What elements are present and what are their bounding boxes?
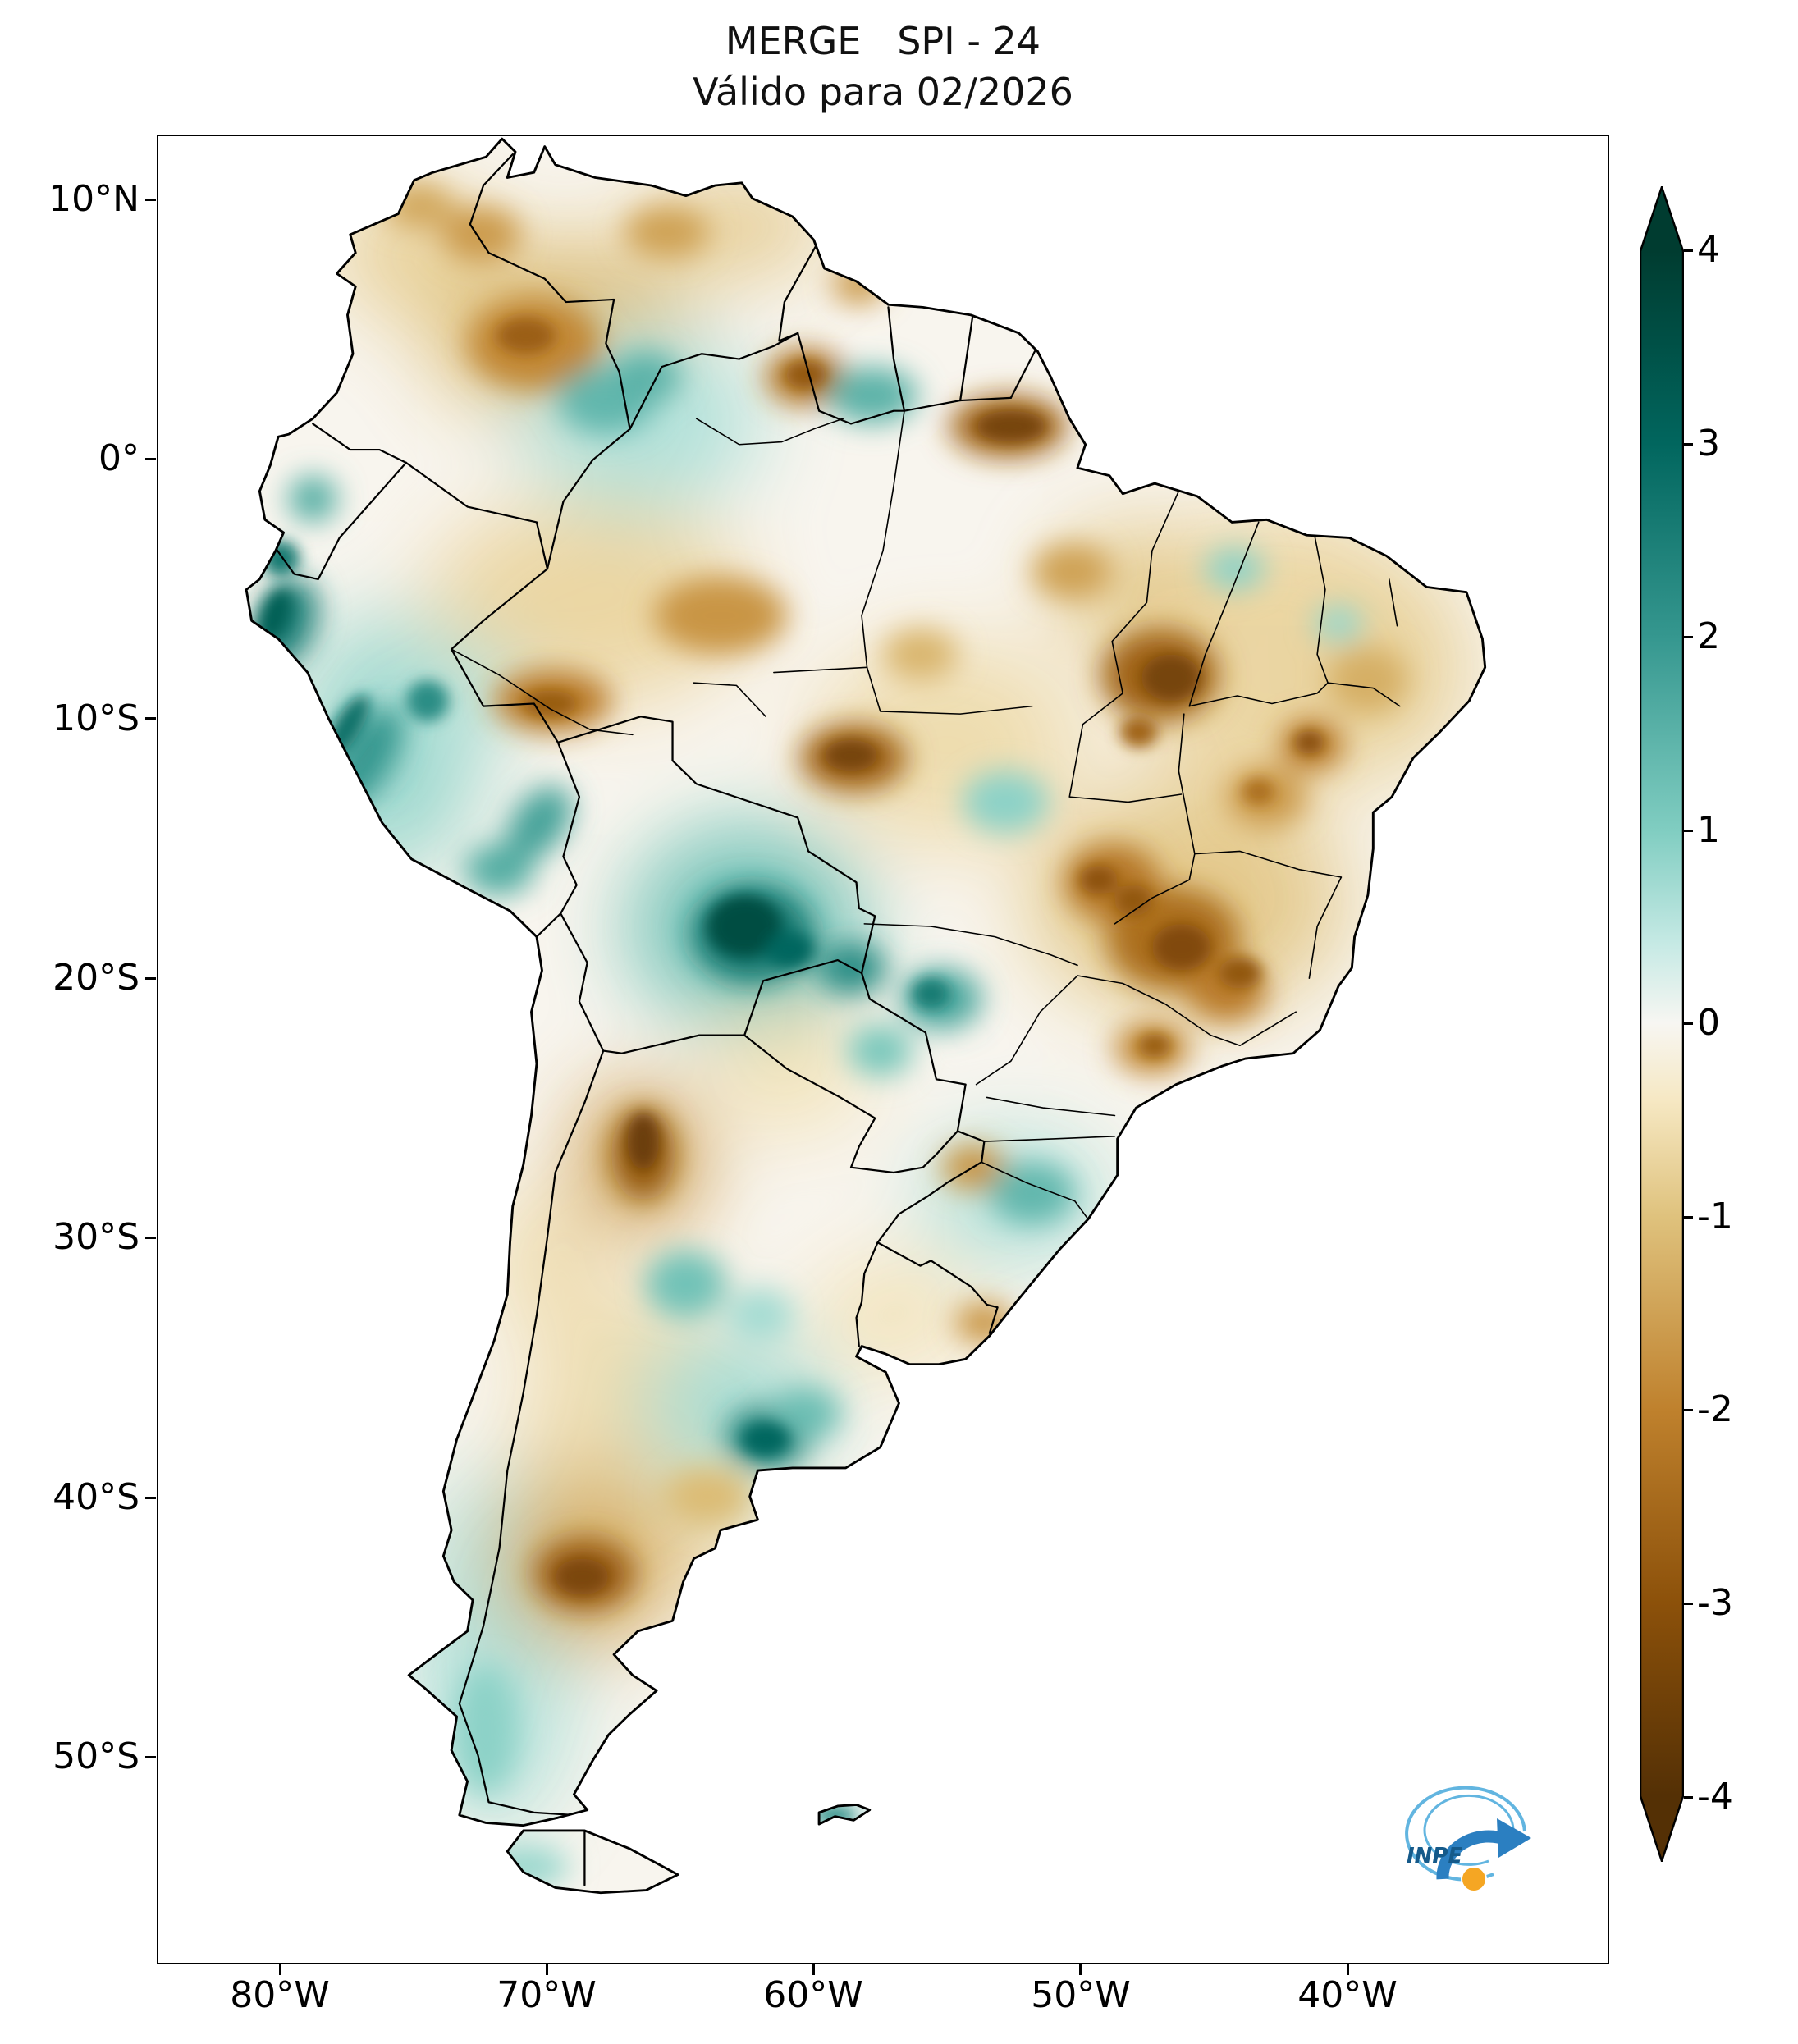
inpe-globe [1461, 1866, 1487, 1892]
colorbar-tick-label: 1 [1697, 809, 1720, 851]
colorbar-body [1640, 250, 1683, 1796]
x-tick-label: 70°W [496, 1974, 597, 2016]
inpe-logo: INPE [1405, 1786, 1531, 1892]
colorbar-tick-label: -1 [1697, 1196, 1733, 1237]
y-tick-label: 30°S [53, 1216, 140, 1258]
colorbar-tick [1684, 636, 1693, 638]
colorbar-tick-label: 0 [1697, 1002, 1720, 1044]
y-tick-label: 40°S [53, 1476, 140, 1518]
y-axis-tick [145, 458, 156, 460]
colorbar-outline [1640, 186, 1684, 1862]
y-axis-tick [145, 1497, 156, 1499]
inpe-swirl-inner [1423, 1794, 1515, 1866]
y-axis-tick [145, 199, 156, 201]
state-borders [451, 409, 1401, 1220]
colorbar-tick-label: -4 [1697, 1776, 1733, 1818]
colorbar-tick-label: 2 [1697, 615, 1720, 657]
y-axis-tick [145, 1756, 156, 1758]
x-tick-label: 60°W [763, 1974, 863, 2016]
x-axis-tick [1079, 1964, 1082, 1975]
spi-field [254, 153, 1466, 1888]
colorbar-tick [1684, 1216, 1693, 1219]
x-tick-label: 80°W [230, 1974, 330, 2016]
inpe-logo-text: INPE [1407, 1844, 1462, 1868]
x-tick-label: 40°W [1297, 1974, 1398, 2016]
colorbar-tick-label: 4 [1697, 229, 1720, 271]
inpe-arrow-head [1497, 1818, 1531, 1858]
spi-field-cores [258, 318, 1324, 1825]
colorbar-tick-label: 3 [1697, 423, 1720, 464]
y-axis-tick [145, 1237, 156, 1239]
colorbar-tick-label: -2 [1697, 1388, 1733, 1430]
colorbar-tick [1684, 1409, 1693, 1411]
x-axis-tick [812, 1964, 815, 1975]
y-tick-label: 10°N [48, 178, 140, 220]
y-tick-label: 50°S [53, 1735, 140, 1777]
inpe-arrow-tail [1436, 1830, 1509, 1880]
spi-map [158, 136, 1608, 1963]
page-title: MERGE SPI - 24 [725, 19, 1041, 63]
y-axis-tick [145, 717, 156, 720]
x-axis-tick [546, 1964, 548, 1975]
colorbar-tick-label: -3 [1697, 1582, 1733, 1624]
y-axis-tick [145, 977, 156, 980]
page-subtitle: Válido para 02/2026 [693, 70, 1073, 114]
x-tick-label: 50°W [1031, 1974, 1131, 2016]
y-tick-label: 0° [98, 437, 140, 479]
y-tick-label: 10°S [53, 697, 140, 739]
x-axis-tick [1347, 1964, 1349, 1975]
x-axis-tick [279, 1964, 281, 1975]
colorbar-under-arrow [1640, 1796, 1683, 1861]
colorbar-tick [1684, 830, 1693, 832]
colorbar-tick [1684, 249, 1693, 252]
map-frame [157, 135, 1609, 1964]
colorbar-over-arrow [1640, 187, 1683, 251]
y-tick-label: 20°S [53, 957, 140, 999]
colorbar-tick [1684, 443, 1693, 446]
colorbar-tick [1684, 1022, 1693, 1025]
colorbar [1640, 186, 1684, 1862]
colorbar-tick [1684, 1796, 1693, 1799]
colorbar-tick [1684, 1603, 1693, 1605]
